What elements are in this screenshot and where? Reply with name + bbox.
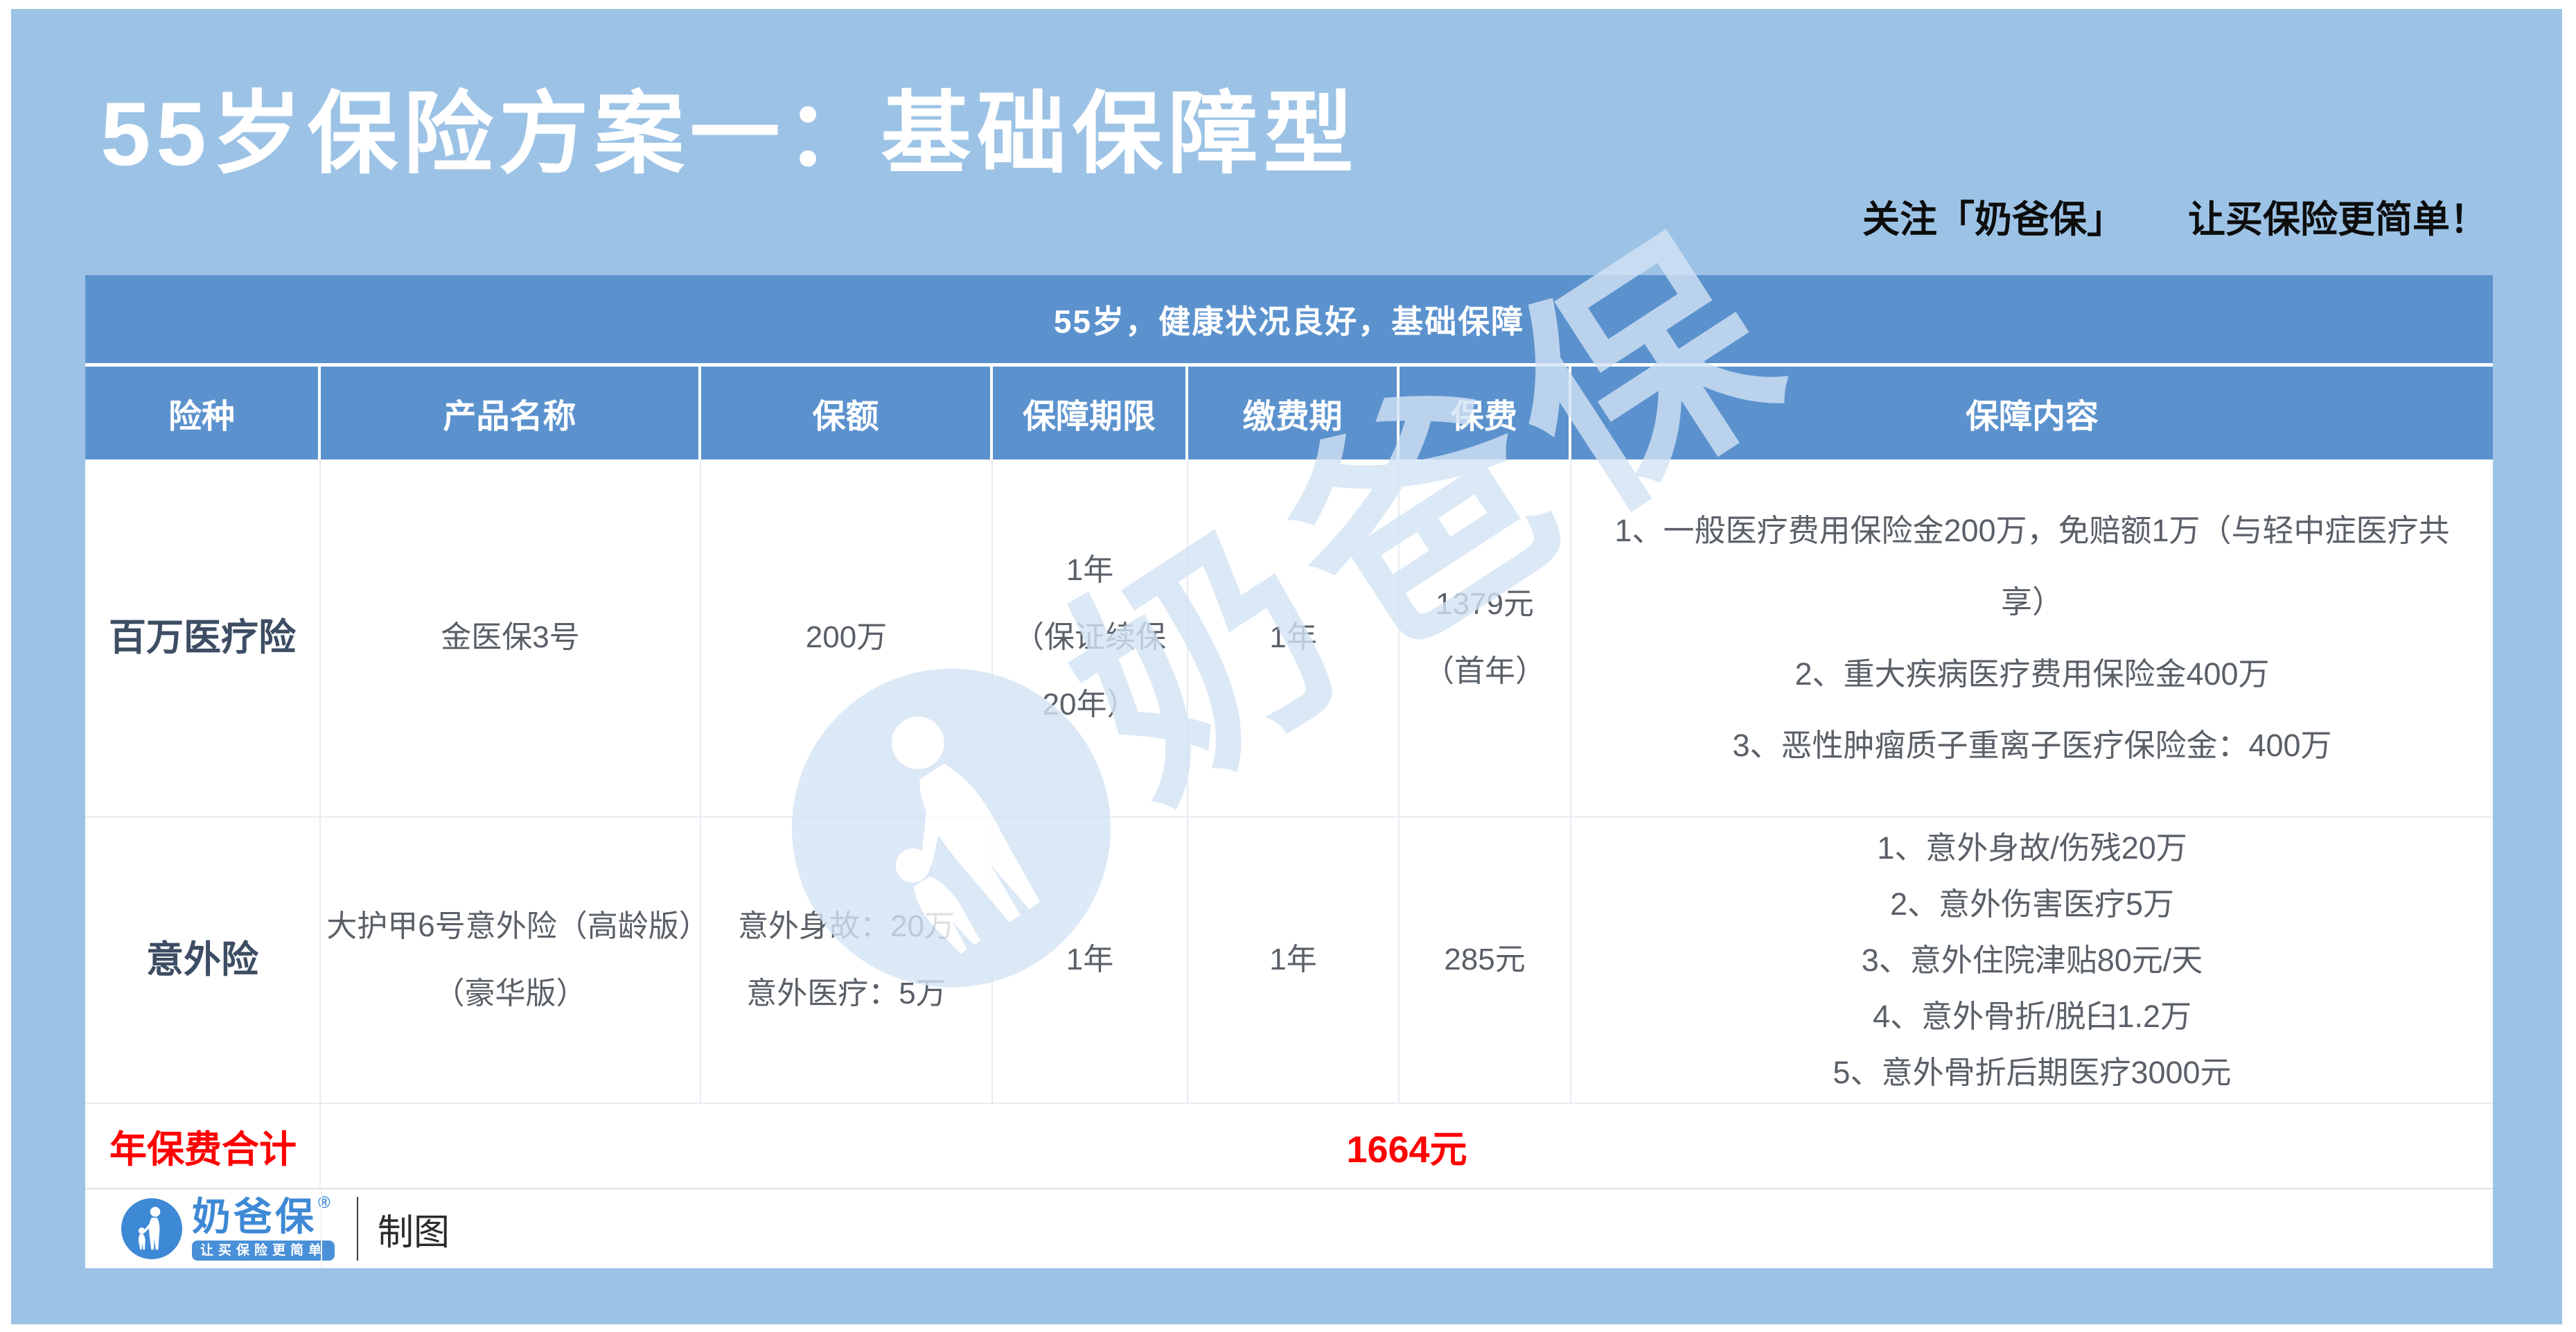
row2-term-cell: 1年	[993, 818, 1188, 1104]
row1-premium-cell: 1379元 （首年）	[1400, 459, 1571, 818]
row2-product-cell: 大护甲6号意外险（高龄版）（豪华版）	[321, 818, 701, 1104]
column-header-amount: 保额	[701, 367, 993, 459]
brand-tagline: 关注「奶爸保」 让买保险更简单！	[1862, 189, 2487, 243]
credit-divider	[357, 1197, 359, 1261]
insurance-plan-table: 55岁，健康状况良好，基础保障 险种 产品名称 保额 保障期限 缴费期 保费 保…	[85, 275, 2493, 1268]
table-merged-header: 55岁，健康状况良好，基础保障	[85, 275, 2493, 367]
total-premium-value: 1664元	[321, 1104, 2493, 1189]
row1-type-cell: 百万医疗险	[85, 459, 321, 818]
tagline-follow: 关注「奶爸保」	[1862, 199, 2124, 240]
column-header-type: 险种	[85, 367, 321, 459]
logo-wordmark: 奶爸保 ®	[192, 1194, 333, 1238]
naibabao-logo	[121, 1198, 182, 1259]
column-divider-line	[321, 1189, 322, 1268]
column-header-premium: 保费	[1400, 367, 1571, 459]
row2-type-cell: 意外险	[85, 818, 321, 1104]
row2-amount-cell: 意外身故：20万 意外医疗：5万	[701, 818, 993, 1104]
logo-text-block: 奶爸保 ® 让买保险更简单	[192, 1194, 335, 1261]
page-title: 55岁保险方案一：基础保障型	[100, 83, 1359, 184]
logo-wordmark-text: 奶爸保	[192, 1194, 317, 1238]
row2-premium-cell: 285元	[1400, 818, 1571, 1104]
row1-coverage-cell: 1、一般医疗费用保险金200万，免赔额1万（与轻中症医疗共享） 2、重大疾病医疗费…	[1571, 459, 2493, 818]
total-premium-label: 年保费合计	[85, 1104, 321, 1189]
parent-child-figure-icon	[138, 1207, 161, 1250]
tagline-slogan: 让买保险更简单！	[2188, 199, 2487, 240]
footer-credit-row: 奶爸保 ® 让买保险更简单 制图	[85, 1189, 2493, 1268]
row2-coverage-cell: 1、意外身故/伤残20万 2、意外伤害医疗5万 3、意外住院津贴80元/天 4、意外骨…	[1571, 818, 2493, 1104]
row1-term-cell: 1年 （保证续保 20年）	[993, 459, 1188, 818]
row1-amount-cell: 200万	[701, 459, 993, 818]
column-header-payperiod: 缴费期	[1188, 367, 1400, 459]
column-header-term: 保障期限	[993, 367, 1188, 459]
credit-label: 制图	[378, 1212, 450, 1253]
column-header-product: 产品名称	[321, 367, 701, 459]
row1-product-cell: 金医保3号	[321, 459, 701, 818]
row2-payperiod-cell: 1年	[1188, 818, 1400, 1104]
column-header-coverage: 保障内容	[1571, 367, 2493, 459]
logo-slogan-pill: 让买保险更简单	[192, 1240, 335, 1261]
row1-payperiod-cell: 1年	[1188, 459, 1400, 818]
